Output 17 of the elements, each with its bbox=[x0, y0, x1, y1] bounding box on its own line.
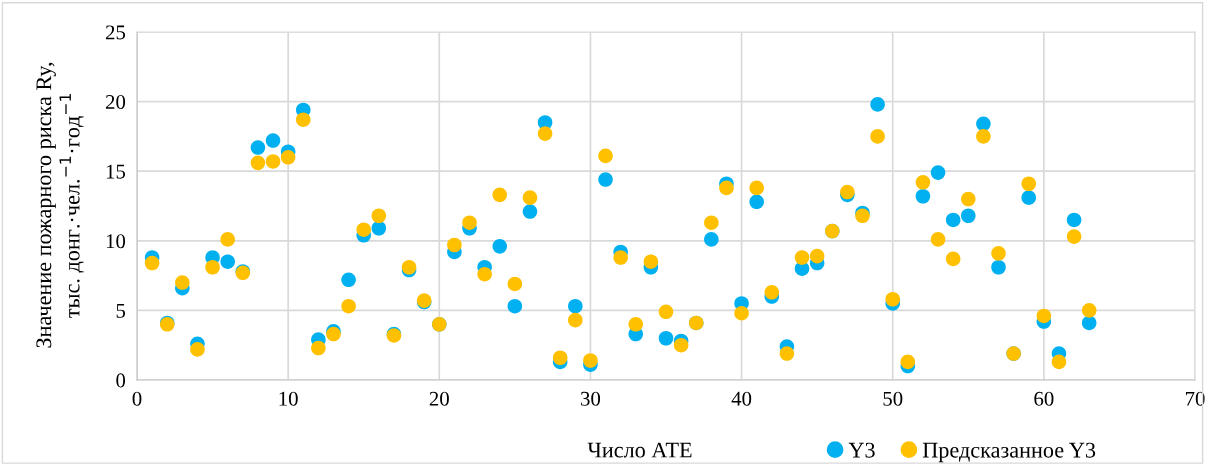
y-tick-label: 5 bbox=[116, 303, 126, 318]
x-tick-label: 60 bbox=[1034, 391, 1054, 406]
legend-label: Y3 bbox=[848, 442, 875, 458]
y-tick-label: 20 bbox=[105, 94, 126, 110]
legend-label: Предсказанное Y3 bbox=[922, 442, 1096, 463]
y-tick-label: 15 bbox=[106, 164, 126, 179]
y-tick-label: 10 bbox=[106, 234, 126, 249]
x-tick-label: 50 bbox=[883, 391, 903, 406]
x-tick-label: 30 bbox=[581, 391, 601, 406]
y-axis-title: Значение пожарного риска Ry, тыс. донг.·чел.$^{−1}$·год$^{−1}$ bbox=[36, 62, 84, 348]
x-tick-label: 10 bbox=[279, 391, 298, 406]
y-tick-label: 25 bbox=[105, 25, 126, 40]
x-axis-title: Число АТЕ bbox=[587, 442, 692, 458]
y-tick-label: 0 bbox=[116, 373, 126, 388]
x-tick-label: 40 bbox=[731, 391, 752, 406]
x-tick-label: 20 bbox=[429, 391, 449, 406]
x-tick-label: 0 bbox=[132, 391, 142, 406]
